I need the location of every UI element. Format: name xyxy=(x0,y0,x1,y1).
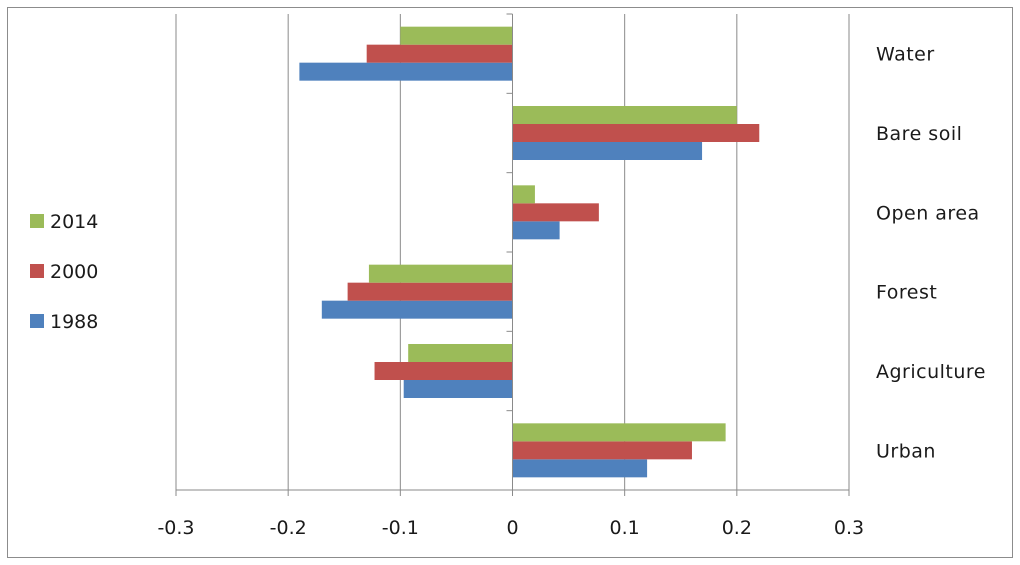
chart-frame: -0.3 -0.2 -0.1 0 0.1 0.2 0.3 Urban Agriculture F… xyxy=(7,7,1013,558)
category-label: Water xyxy=(876,44,935,66)
bar-open-area-1988 xyxy=(512,221,560,240)
bar-agriculture-1988 xyxy=(403,380,513,398)
bar-bare-soil-2000 xyxy=(512,124,760,142)
legend-swatch-1988 xyxy=(30,314,44,328)
category-label: Urban xyxy=(876,440,936,462)
x-tick-label: 0.1 xyxy=(610,517,640,539)
bar-open-area-2000 xyxy=(512,203,599,222)
legend-swatch-2014 xyxy=(30,214,44,228)
bar-urban-1988 xyxy=(512,459,648,478)
x-tick-label: 0.2 xyxy=(722,517,752,539)
category-label: Bare soil xyxy=(876,123,962,145)
bar-chart: -0.3 -0.2 -0.1 0 0.1 0.2 0.3 Urban Agriculture F… xyxy=(30,13,986,539)
x-tick-label: -0.3 xyxy=(157,517,194,539)
bar-forest-2014 xyxy=(368,264,513,283)
bar-agriculture-2000 xyxy=(374,362,513,380)
bar-water-2000 xyxy=(366,44,513,63)
legend-label-1988: 1988 xyxy=(50,311,98,333)
bars xyxy=(299,26,760,478)
axes xyxy=(175,13,850,496)
gridlines xyxy=(175,14,850,490)
bar-forest-1988 xyxy=(321,300,513,319)
bar-bare-soil-2014 xyxy=(512,106,737,124)
x-tick-label: 0.3 xyxy=(834,517,864,539)
bar-urban-2000 xyxy=(512,441,692,460)
x-tick-label: -0.2 xyxy=(270,517,307,539)
x-tick-labels: -0.3 -0.2 -0.1 0 0.1 0.2 0.3 xyxy=(157,517,864,539)
bar-forest-2000 xyxy=(347,282,513,301)
bar-water-2014 xyxy=(400,26,513,45)
legend-swatch-2000 xyxy=(30,264,44,278)
bar-urban-2014 xyxy=(512,423,726,442)
bar-bare-soil-1988 xyxy=(512,142,703,160)
category-label: Forest xyxy=(876,282,937,304)
legend-label-2014: 2014 xyxy=(50,211,98,233)
legend-label-2000: 2000 xyxy=(50,261,98,283)
category-labels: Urban Agriculture Forest Open area Bare soil… xyxy=(876,44,986,463)
x-tick-label: -0.1 xyxy=(382,517,419,539)
bar-open-area-2014 xyxy=(512,185,535,204)
category-label: Open area xyxy=(876,202,980,224)
bar-water-1988 xyxy=(299,62,513,81)
bar-agriculture-2014 xyxy=(408,344,513,362)
legend: 2014 2000 1988 xyxy=(30,211,98,333)
x-tick-label: 0 xyxy=(506,517,518,539)
category-label: Agriculture xyxy=(876,361,986,383)
